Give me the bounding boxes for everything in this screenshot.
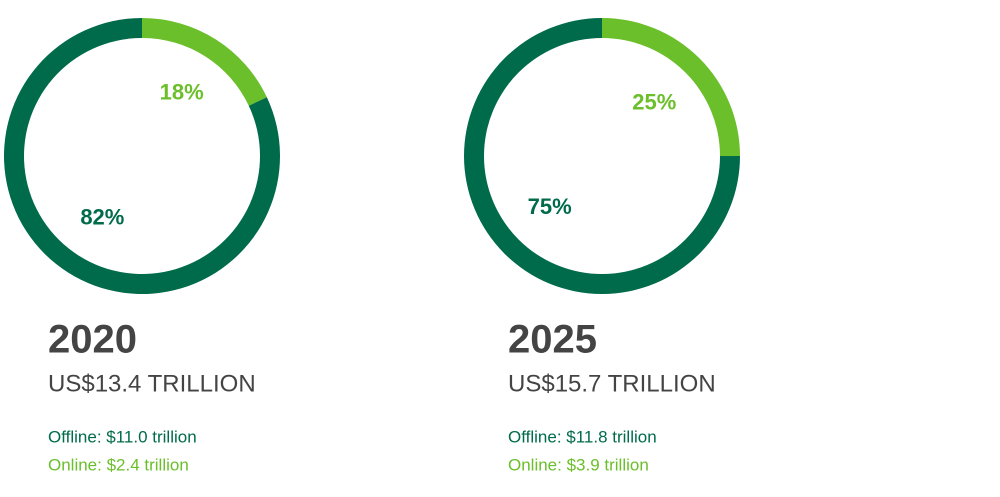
donut-segment <box>602 18 740 156</box>
value-label: 18% <box>160 79 204 104</box>
legend-entry: Online: $2.4 trillion <box>48 455 189 474</box>
chart-subtitle: US$15.7 TRILLION <box>508 370 716 397</box>
legend-entry: Offline: $11.0 trillion <box>48 427 197 446</box>
value-label: 82% <box>80 204 124 229</box>
legend-entry: Offline: $11.8 trillion <box>508 427 657 446</box>
value-label: 25% <box>632 89 676 114</box>
chart-title: 2020 <box>48 318 137 362</box>
chart-subtitle: US$13.4 TRILLION <box>48 370 256 397</box>
chart-title: 2025 <box>508 318 597 362</box>
value-label: 75% <box>528 194 572 219</box>
legend-entry: Online: $3.9 trillion <box>508 455 649 474</box>
donut-segment <box>142 18 267 106</box>
